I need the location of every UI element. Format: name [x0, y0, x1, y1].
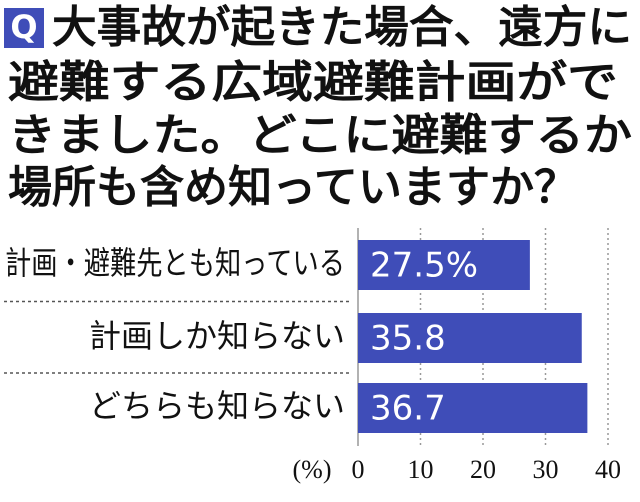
x-tick-label: 40 [595, 455, 621, 484]
chart-title: 大事故が起きた場合、遠方に避難する広域避難計画ができました。どこに避難するか場所… [8, 2, 632, 213]
bar-value-label: 27.5% [370, 246, 478, 286]
q-label: Q [10, 8, 37, 46]
x-tick-label: 0 [352, 455, 365, 484]
bar-value-label: 36.7 [370, 389, 446, 429]
category-label: 計画・避難先とも知っている [5, 244, 345, 282]
q-box [4, 8, 44, 48]
x-axis-label: (%) [293, 455, 332, 484]
bar [358, 383, 588, 433]
bar [358, 240, 530, 290]
x-tick-label: 10 [408, 455, 434, 484]
bar [358, 313, 582, 363]
x-tick-label: 20 [470, 455, 496, 484]
x-tick-label: 30 [533, 455, 559, 484]
category-label: 計画しか知らない [89, 317, 345, 355]
bar-value-label: 35.8 [370, 319, 446, 359]
category-label: どちらも知らない [89, 387, 345, 425]
